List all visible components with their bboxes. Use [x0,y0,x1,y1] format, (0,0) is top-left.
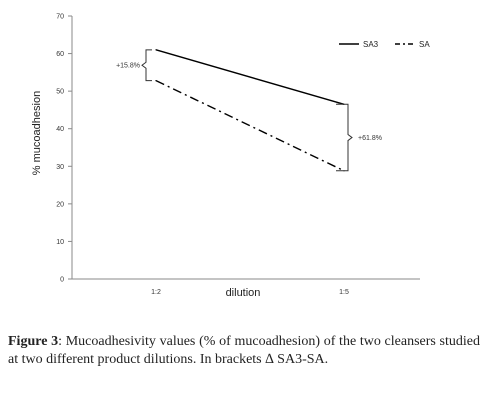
annotation-label: +15.8% [116,63,140,70]
y-tick-label: 0 [60,277,64,284]
data-point-sa3 [155,49,157,51]
y-axis-title: % mucoadhesion [31,91,43,175]
y-ticks: 0 10 20 30 40 50 60 70 [56,14,72,284]
legend-label-sa: SA [419,40,430,49]
y-tick-label: 20 [56,201,64,208]
series-line-sa3 [155,49,345,105]
y-tick-label: 30 [56,164,64,171]
bracket-0 [141,49,152,82]
y-tick-label: 70 [56,14,64,21]
series-line-sa [155,79,345,172]
figure-caption: Figure 3: Mucoadhesivity values (% of mu… [8,333,480,369]
data-point-sa [155,80,157,82]
y-tick-label: 40 [56,126,64,133]
legend: SA3 SA [339,40,430,49]
y-tick-label: 10 [56,239,64,246]
bracket-1 [336,103,353,172]
annotation-label: +61.8% [358,135,382,142]
x-axis-title: dilution [226,287,261,299]
x-tick-label: 1:2 [151,289,161,296]
y-tick-label: 60 [56,51,64,58]
annotation-layer: +15.8% +61.8% [116,49,382,172]
x-ticks: 1:2 1:5 [151,289,349,296]
y-tick-label: 50 [56,89,64,96]
x-tick-label: 1:5 [339,289,349,296]
chart: 0 10 20 30 40 50 60 70 1:2 1:5 +15.8% +61.8% % mu… [31,14,430,300]
series-layer [155,49,345,172]
legend-label-sa3: SA3 [363,40,379,49]
caption-text: : Mucoadhesivity values (% of mucoadhesi… [8,334,481,367]
figure-label: Figure 3 [8,334,59,349]
